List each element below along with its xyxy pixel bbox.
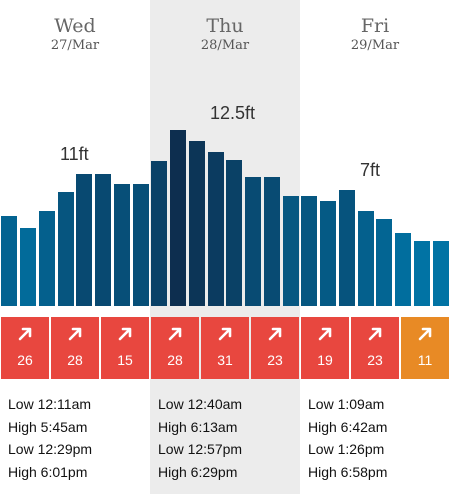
wind-cell: 19 bbox=[301, 317, 349, 379]
wave-height-bar bbox=[301, 196, 317, 306]
wave-height-bar bbox=[283, 196, 299, 306]
wind-direction-arrow-icon bbox=[118, 327, 132, 341]
wind-direction-arrow-icon bbox=[168, 327, 182, 341]
tide-entry: High 6:29pm bbox=[158, 463, 238, 480]
wind-cell: 28 bbox=[51, 317, 99, 379]
wave-height-bar bbox=[170, 130, 186, 306]
wind-speed: 31 bbox=[217, 352, 233, 368]
tide-entry: High 6:13am bbox=[158, 418, 238, 435]
tide-list-thu: Low 12:40am High 6:13am Low 12:57pm High… bbox=[150, 393, 300, 483]
wind-direction-arrow-icon bbox=[18, 327, 32, 341]
wave-height-bar bbox=[114, 184, 130, 306]
wave-height-bar bbox=[320, 201, 336, 306]
day-header-thu: Thu 28/Mar bbox=[150, 14, 300, 54]
wind-cell: 23 bbox=[351, 317, 399, 379]
wind-cell: 26 bbox=[1, 317, 49, 379]
tide-entry: High 6:42am bbox=[308, 418, 388, 435]
wave-height-bar bbox=[58, 192, 74, 306]
wind-speed: 23 bbox=[267, 352, 283, 368]
wind-cell: 11 bbox=[401, 317, 449, 379]
wind-cell: 23 bbox=[251, 317, 299, 379]
wave-height-chart bbox=[1, 130, 449, 306]
wave-height-bar bbox=[20, 228, 36, 306]
wave-height-bar bbox=[95, 174, 111, 306]
peak-label-wed: 11ft bbox=[60, 144, 89, 164]
tide-entry: Low 1:09am bbox=[308, 396, 385, 412]
wave-height-bar bbox=[151, 161, 167, 306]
day-name: Thu bbox=[206, 15, 244, 37]
day-name: Fri bbox=[360, 15, 390, 37]
wave-height-bar bbox=[245, 177, 261, 306]
tide-list-wed: Low 12:11am High 5:45am Low 12:29pm High… bbox=[0, 393, 150, 483]
wind-direction-arrow-icon bbox=[418, 327, 432, 341]
wind-direction-arrow-icon bbox=[218, 327, 232, 341]
wind-direction-arrow-icon bbox=[68, 327, 82, 341]
wind-forecast-row: 26 28 15 28 31 23 19 23 11 bbox=[0, 317, 450, 379]
tide-entry: High 5:45am bbox=[8, 418, 88, 435]
wave-height-bar bbox=[39, 211, 55, 306]
wind-speed: 26 bbox=[17, 352, 33, 368]
wind-direction-arrow-icon bbox=[368, 327, 382, 341]
day-date: 27/Mar bbox=[50, 38, 100, 53]
wave-height-bar bbox=[339, 190, 355, 306]
wave-height-bar bbox=[189, 141, 205, 306]
wave-height-bar bbox=[414, 241, 430, 306]
tide-entry: Low 1:26pm bbox=[308, 441, 385, 457]
wave-height-bar bbox=[358, 211, 374, 306]
wave-height-bar bbox=[208, 152, 224, 306]
wind-cell: 28 bbox=[151, 317, 199, 379]
peak-label-fri: 7ft bbox=[360, 160, 381, 180]
wave-height-bar bbox=[226, 160, 242, 306]
wind-speed: 23 bbox=[367, 352, 383, 368]
day-date: 28/Mar bbox=[200, 38, 250, 53]
day-date: 29/Mar bbox=[350, 38, 400, 53]
wind-speed: 28 bbox=[167, 352, 183, 368]
wind-speed: 11 bbox=[417, 352, 433, 368]
wave-height-bar bbox=[433, 241, 449, 306]
day-header-wed: Wed 27/Mar bbox=[0, 14, 150, 54]
wave-height-bar bbox=[76, 174, 92, 306]
tide-entry: Low 12:11am bbox=[8, 396, 92, 412]
tide-entry: Low 12:40am bbox=[158, 396, 243, 412]
tide-entry: Low 12:29pm bbox=[8, 441, 93, 457]
wave-height-bar bbox=[133, 184, 149, 306]
wave-height-bar bbox=[264, 177, 280, 306]
wind-speed: 15 bbox=[117, 352, 133, 368]
wind-cell: 15 bbox=[101, 317, 149, 379]
tide-entry: High 6:58pm bbox=[308, 463, 388, 480]
tide-list-fri: Low 1:09am High 6:42am Low 1:26pm High 6… bbox=[300, 393, 450, 483]
wind-direction-arrow-icon bbox=[318, 327, 332, 341]
day-header-fri: Fri 29/Mar bbox=[300, 14, 450, 54]
day-name: Wed bbox=[54, 15, 96, 37]
wind-cell: 31 bbox=[201, 317, 249, 379]
wind-speed: 19 bbox=[317, 352, 333, 368]
tide-entry: Low 12:57pm bbox=[158, 441, 243, 457]
wave-height-bar bbox=[376, 219, 392, 306]
wind-speed: 28 bbox=[67, 352, 83, 368]
wind-direction-arrow-icon bbox=[268, 327, 282, 341]
wave-height-bar bbox=[395, 233, 411, 306]
wave-height-bar bbox=[1, 216, 17, 306]
tide-entry: High 6:01pm bbox=[8, 463, 88, 480]
peak-label-thu: 12.5ft bbox=[210, 103, 256, 123]
